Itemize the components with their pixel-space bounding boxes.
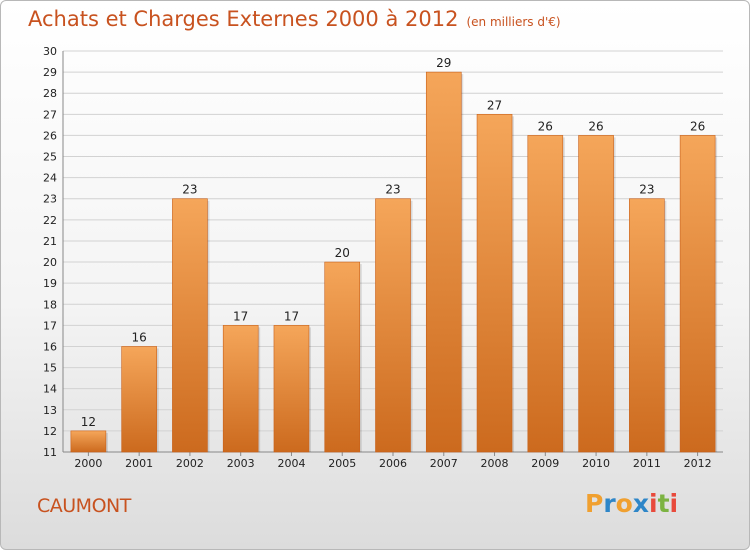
x-tick-label: 2003 (227, 457, 255, 470)
logo-letter: o (615, 489, 633, 518)
y-tick-label: 13 (43, 404, 57, 417)
bar-value-label: 17 (284, 309, 299, 323)
y-tick-label: 26 (43, 129, 57, 142)
logo-letter: i (649, 489, 658, 518)
chart-unit: (en milliers d'€) (466, 15, 561, 29)
logo-letter: r (603, 489, 616, 518)
x-tick-label: 2004 (277, 457, 305, 470)
y-tick-label: 12 (43, 425, 57, 438)
y-tick-label: 25 (43, 151, 57, 164)
bar-value-label: 26 (588, 119, 603, 133)
bar (70, 430, 107, 453)
labels: 11 12 13 14 15 16 17 18 19 20 21 22 23 24 25 26 27 28 29 30… (43, 45, 712, 470)
x-tick-label: 2007 (430, 457, 458, 470)
x-tick-label: 2008 (481, 457, 509, 470)
x-tick-label: 2001 (125, 457, 153, 470)
logo-letter: i (669, 489, 679, 518)
bar-value-label: 17 (233, 309, 248, 323)
bar (527, 135, 564, 453)
y-tick-label: 22 (43, 214, 57, 227)
y-tick-label: 14 (43, 383, 57, 396)
bar (222, 325, 259, 453)
bar (324, 261, 361, 453)
logo-letter: t (657, 489, 670, 518)
bar (273, 325, 310, 453)
bar (679, 135, 716, 453)
bar-value-label: 26 (690, 119, 705, 133)
bar (425, 71, 462, 453)
bar-value-label: 20 (335, 246, 350, 260)
x-tick-label: 2005 (328, 457, 356, 470)
chart-title-text: Achats et Charges Externes 2000 à 2012 (28, 7, 459, 31)
y-tick-label: 28 (43, 87, 57, 100)
bar (476, 114, 513, 453)
logo-letter: x (632, 489, 649, 518)
x-tick-label: 2002 (176, 457, 204, 470)
x-tick-label: 2000 (74, 457, 102, 470)
bar (172, 198, 208, 453)
x-tick-label: 2012 (684, 457, 712, 470)
y-tick-label: 24 (43, 172, 57, 185)
y-tick-label: 16 (43, 340, 57, 353)
bar-value-label: 27 (487, 98, 502, 112)
y-tick-label: 17 (43, 319, 57, 332)
bar-value-label: 23 (639, 183, 654, 197)
bar-value-label: 29 (436, 56, 451, 70)
y-tick-label: 23 (43, 193, 57, 206)
bar (121, 346, 157, 453)
x-tick-label: 2011 (633, 457, 661, 470)
bar-value-label: 23 (385, 183, 400, 197)
bar (629, 198, 665, 453)
x-tick-label: 2010 (582, 457, 610, 470)
y-tick-label: 15 (43, 362, 57, 375)
chart-title: Achats et Charges Externes 2000 à 2012 (e… (28, 7, 561, 31)
bar (578, 135, 614, 453)
town-name: CAUMONT (37, 495, 131, 517)
y-tick-label: 19 (43, 277, 57, 290)
logo-letter: P (585, 489, 604, 518)
y-tick-label: 21 (43, 235, 57, 248)
y-tick-label: 11 (43, 446, 57, 459)
proxiti-logo: Proxiti (585, 489, 678, 518)
bar (375, 198, 411, 453)
bar-value-label: 23 (182, 183, 197, 197)
y-tick-label: 27 (43, 108, 57, 121)
y-tick-label: 30 (43, 45, 57, 58)
bars (70, 71, 718, 453)
y-tick-label: 18 (43, 298, 57, 311)
bar-value-label: 16 (132, 330, 147, 344)
x-tick-label: 2009 (531, 457, 559, 470)
bar-value-label: 12 (81, 415, 96, 429)
x-tick-label: 2006 (379, 457, 407, 470)
y-tick-label: 20 (43, 256, 57, 269)
bar-value-label: 26 (538, 119, 553, 133)
y-tick-label: 29 (43, 66, 57, 79)
